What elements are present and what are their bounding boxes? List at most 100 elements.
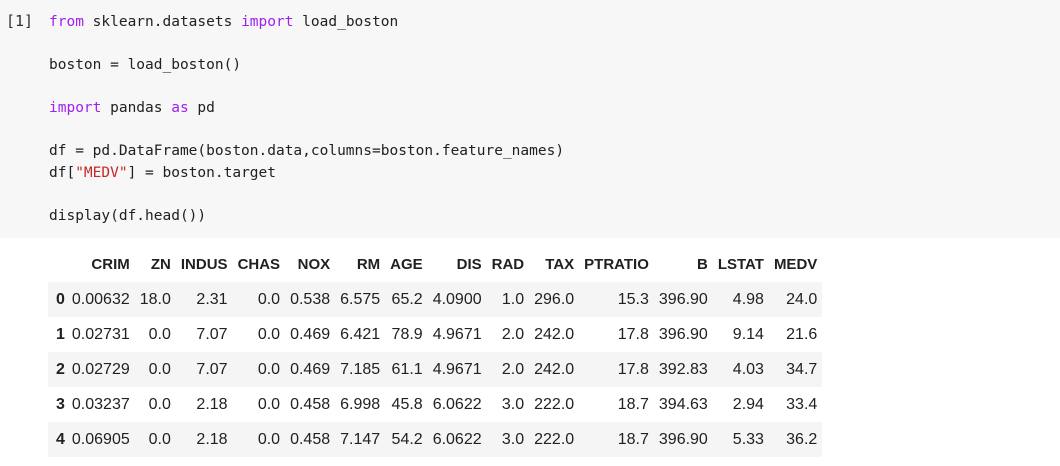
table-cell: 396.90 <box>658 290 708 308</box>
table-cell: 0.538 <box>290 290 331 308</box>
code-token: pandas <box>101 100 172 116</box>
code-keyword: import <box>49 100 102 116</box>
row-index: 0 <box>56 290 65 308</box>
column-header: B <box>696 255 708 273</box>
code-token: boston = load_boston() <box>49 57 242 73</box>
table-cell: 2.0 <box>501 325 525 343</box>
table-cell: 0.00632 <box>71 290 130 308</box>
table-cell: 78.9 <box>391 325 423 343</box>
table-cell: 0.02731 <box>71 325 130 343</box>
code-keyword: import <box>241 14 294 30</box>
code-token: pd <box>188 100 215 116</box>
column-header: CRIM <box>91 255 130 273</box>
code-token: sklearn.datasets <box>83 14 242 30</box>
table-cell: 36.2 <box>786 430 818 448</box>
table-cell: 392.83 <box>658 360 708 378</box>
table-cell: 6.0622 <box>432 430 482 448</box>
table-header-row: CRIM ZN INDUS CHAS NOX RM AGE DIS RAD TAX PTRATIO B… <box>48 246 822 282</box>
table-cell: 4.9671 <box>432 360 482 378</box>
table-cell: 0.0 <box>148 360 171 378</box>
index-header <box>48 246 67 282</box>
code-line <box>49 34 564 56</box>
table-cell: 33.4 <box>786 395 818 413</box>
row-index: 3 <box>56 395 65 413</box>
code-token: df = pd.DataFrame(boston.data,columns=bo… <box>49 143 565 159</box>
row-index: 1 <box>56 325 65 343</box>
code-token: load_boston <box>293 14 399 30</box>
code-line: import pandas as pd <box>49 98 564 120</box>
table-cell: 3.0 <box>501 430 525 448</box>
execution-count-prompt: [1] <box>6 12 34 30</box>
table-cell: 7.07 <box>196 360 228 378</box>
table-cell: 6.0622 <box>432 395 482 413</box>
table-cell: 0.0 <box>148 325 171 343</box>
code-token: display(df.head()) <box>49 207 207 224</box>
code-line: df["MEDV"] = boston.target <box>49 163 564 185</box>
code-line: from sklearn.datasets import load_boston <box>49 12 564 34</box>
table-cell: 45.8 <box>391 395 423 413</box>
column-header: CHAS <box>237 255 281 273</box>
table-cell: 5.33 <box>732 430 764 448</box>
column-header: TAX <box>545 255 575 273</box>
table-cell: 0.0 <box>257 290 281 308</box>
table-cell: 3.0 <box>501 395 525 413</box>
column-header: RAD <box>491 255 525 273</box>
table-cell: 1.0 <box>501 290 525 308</box>
table-row: 2 0.02729 0.0 7.07 0.0 0.469 7.185 61.1 4.9671 2.… <box>48 352 823 387</box>
table-cell: 222.0 <box>534 430 575 448</box>
table-cell: 0.0 <box>148 395 171 413</box>
table-cell: 0.458 <box>290 430 331 448</box>
cell-output: CRIM ZN INDUS CHAS NOX RM AGE DIS RAD TAX PTRATIO B… <box>48 246 823 457</box>
table-cell: 2.94 <box>732 395 764 413</box>
table-cell: 0.0 <box>257 395 281 413</box>
table-cell: 242.0 <box>534 325 575 343</box>
table-cell: 0.469 <box>290 360 331 378</box>
column-header: PTRATIO <box>584 255 649 273</box>
code-line <box>49 120 564 142</box>
table-cell: 17.8 <box>617 325 649 343</box>
table-cell: 0.03237 <box>71 395 130 413</box>
table-cell: 2.18 <box>196 430 228 448</box>
table-cell: 0.0 <box>257 430 281 448</box>
table-cell: 6.575 <box>340 290 381 308</box>
code-line: df = pd.DataFrame(boston.data,columns=bo… <box>49 141 564 163</box>
dataframe-table: CRIM ZN INDUS CHAS NOX RM AGE DIS RAD TAX PTRATIO B… <box>48 246 823 457</box>
table-cell: 2.18 <box>196 395 228 413</box>
table-cell: 65.2 <box>391 290 423 308</box>
table-cell: 6.421 <box>340 325 381 343</box>
table-cell: 2.31 <box>196 290 228 308</box>
table-cell: 0.469 <box>290 325 331 343</box>
table-cell: 0.0 <box>257 360 281 378</box>
code-token: ] = boston.target <box>127 164 276 181</box>
row-index: 2 <box>56 360 65 378</box>
table-cell: 2.0 <box>501 360 525 378</box>
table-row: 0 0.00632 18.0 2.31 0.0 0.538 6.575 65.2 4.0900 1… <box>48 282 823 317</box>
table-cell: 9.14 <box>732 325 764 343</box>
table-cell: 7.147 <box>340 430 381 448</box>
column-header: LSTAT <box>717 255 764 273</box>
column-header: ZN <box>150 255 171 273</box>
table-cell: 0.458 <box>290 395 331 413</box>
code-line: boston = load_boston() <box>49 55 564 77</box>
code-cell[interactable]: [1] from sklearn.datasets import load_bo… <box>0 0 1060 238</box>
code-token: df[ <box>49 164 76 181</box>
table-cell: 7.07 <box>196 325 228 343</box>
table-cell: 24.0 <box>786 290 818 308</box>
code-line <box>49 184 564 206</box>
table-cell: 394.63 <box>658 395 708 413</box>
table-cell: 4.03 <box>732 360 764 378</box>
code-string: "MEDV" <box>75 164 128 181</box>
code-line <box>49 77 564 99</box>
table-cell: 61.1 <box>391 360 423 378</box>
table-cell: 18.7 <box>617 430 649 448</box>
table-cell: 0.02729 <box>71 360 130 378</box>
table-cell: 17.8 <box>617 360 649 378</box>
table-cell: 4.9671 <box>432 325 482 343</box>
table-cell: 15.3 <box>617 290 649 308</box>
column-header: INDUS <box>180 255 228 273</box>
code-editor[interactable]: from sklearn.datasets import load_boston… <box>49 12 564 227</box>
table-row: 1 0.02731 0.0 7.07 0.0 0.469 6.421 78.9 4.9671 2.… <box>48 317 822 352</box>
table-row: 3 0.03237 0.0 2.18 0.0 0.458 6.998 45.8 6.0622 3.… <box>48 387 822 422</box>
code-line: display(df.head()) <box>49 206 564 228</box>
code-keyword: as <box>171 100 189 116</box>
